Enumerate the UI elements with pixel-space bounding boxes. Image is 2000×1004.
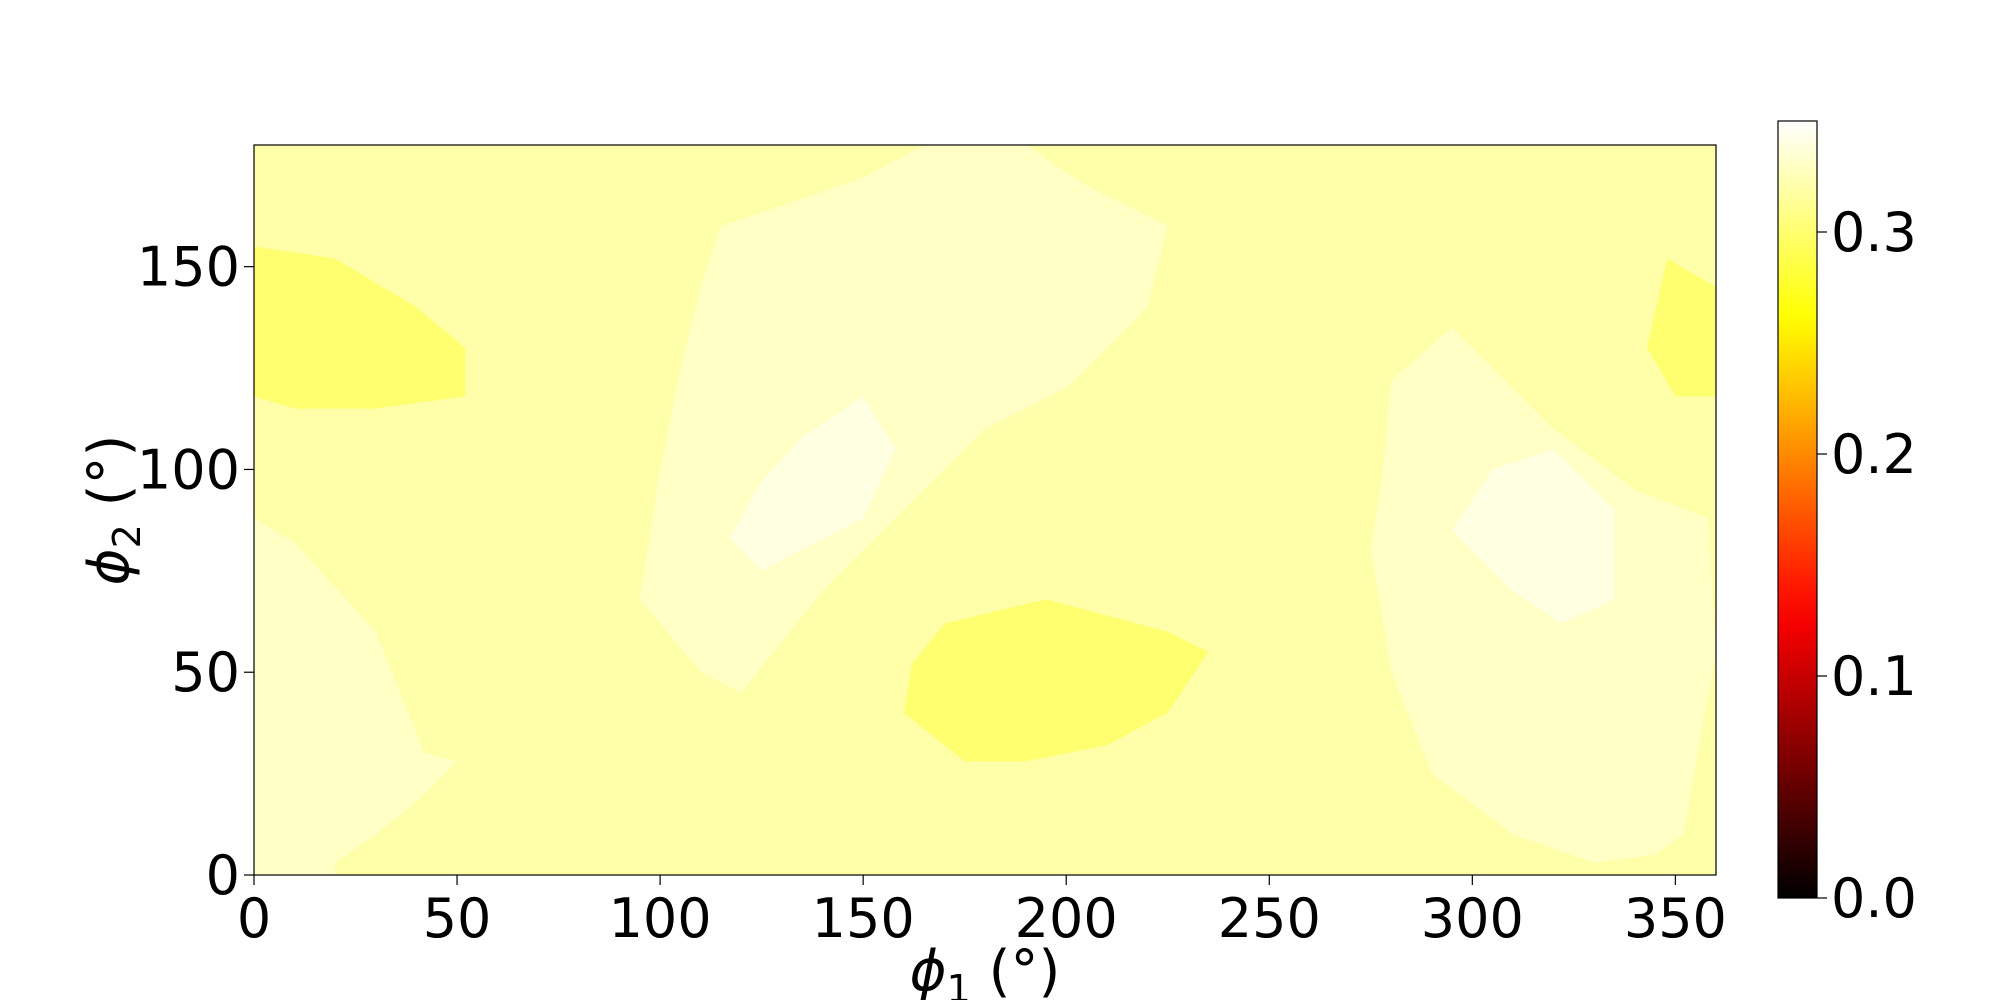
heatmap-region-0 xyxy=(254,518,458,875)
colorbar-gradient xyxy=(1777,120,1818,899)
y-axis: 0 50 100 150 xyxy=(137,236,254,907)
plot-area xyxy=(253,144,1717,876)
y-tick-label: 50 xyxy=(171,641,240,704)
y-tick-label: 0 xyxy=(206,844,240,907)
colorbar: 0.0 0.1 0.2 0.3 xyxy=(1777,120,1917,930)
x-axis-label-subscript: 1 xyxy=(947,967,971,1000)
heatmap-region-4 xyxy=(1452,449,1615,624)
x-tick-label: 350 xyxy=(1624,887,1727,950)
plot-frame xyxy=(253,144,1717,876)
colorbar-tick-label: 0.2 xyxy=(1831,423,1917,486)
y-tick-label: 100 xyxy=(137,438,240,501)
y-axis-label-subscript: 2 xyxy=(105,524,149,548)
x-tick-label: 250 xyxy=(1218,887,1321,950)
y-tick-label: 150 xyxy=(137,236,240,299)
heatmap-region-6 xyxy=(1647,258,1716,397)
colorbar-tick-label: 0.1 xyxy=(1831,645,1917,708)
x-axis: 0 50 100 150 200 250 300 350 xyxy=(237,875,1727,950)
x-tick-label: 200 xyxy=(1015,887,1118,950)
y-axis-label-symbol: ϕ xyxy=(77,548,142,585)
x-axis-label-symbol: ϕ xyxy=(910,939,947,1000)
y-axis-label-unit: (°) xyxy=(77,435,142,525)
colorbar-tick-label: 0.0 xyxy=(1831,867,1917,930)
heatmap-regions xyxy=(254,145,1716,875)
y-axis-label: ϕ2 (°) xyxy=(77,435,149,586)
x-axis-label: ϕ1 (°) xyxy=(910,939,1061,1000)
x-tick-label: 150 xyxy=(812,887,915,950)
heatmap-region-2 xyxy=(729,396,896,571)
x-tick-label: 300 xyxy=(1421,887,1524,950)
colorbar-tick-label: 0.3 xyxy=(1831,201,1917,264)
x-tick-label: 0 xyxy=(237,887,271,950)
x-tick-label: 100 xyxy=(609,887,712,950)
x-axis-label-unit: (°) xyxy=(971,939,1061,1000)
heatmap-region-5 xyxy=(254,246,466,409)
x-tick-label: 50 xyxy=(423,887,492,950)
colorbar-ticks: 0.0 0.1 0.2 0.3 xyxy=(1817,201,1917,930)
heatmap-region-7 xyxy=(903,599,1209,762)
